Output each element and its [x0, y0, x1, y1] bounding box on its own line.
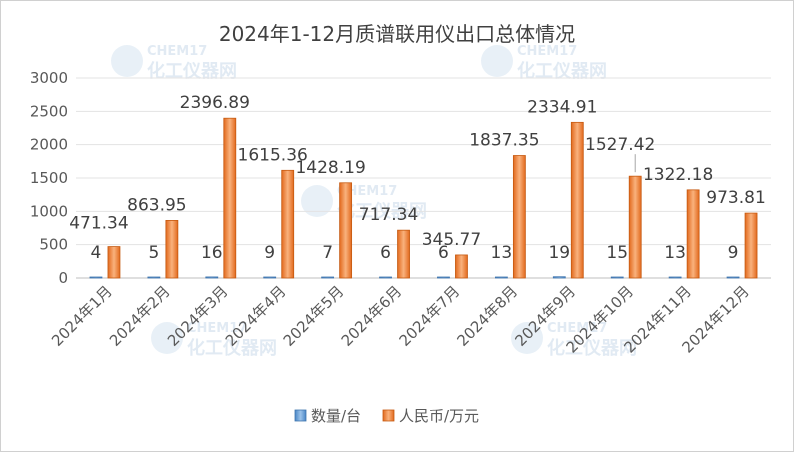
bar-rmb	[397, 229, 410, 279]
bar-quantity	[726, 276, 740, 279]
bar-quantity	[668, 276, 682, 279]
data-label-rmb: 973.81	[706, 188, 765, 208]
data-label-quantity: 5	[148, 243, 159, 263]
data-label-rmb: 1428.19	[295, 158, 365, 178]
watermark-logo-icon	[481, 45, 513, 77]
watermark-logo-icon	[511, 322, 543, 354]
bar-quantity	[205, 276, 219, 279]
data-label-quantity: 6	[380, 243, 391, 263]
data-label-quantity: 4	[91, 243, 102, 263]
bar-rmb	[686, 189, 700, 279]
data-label-quantity: 9	[264, 243, 275, 263]
legend-label: 数量/台	[311, 407, 361, 425]
data-label-quantity: 6	[438, 243, 449, 263]
y-tick-label: 3000	[30, 69, 68, 87]
chart-title: 2024年1-12月质谱联用仪出口总体情况	[219, 22, 575, 46]
watermark-tagline: 化工仪器网	[517, 60, 607, 82]
bar-rmb	[339, 182, 353, 279]
bar-quantity	[263, 276, 277, 279]
bar-quantity	[437, 276, 450, 279]
y-tick-label: 2000	[30, 136, 68, 154]
x-tick-label: 2024年1月	[48, 282, 116, 350]
x-tick-label: 2024年5月	[280, 282, 348, 350]
data-label-quantity: 13	[664, 243, 686, 263]
data-label-quantity: 7	[322, 243, 333, 263]
bar-rmb	[165, 220, 179, 279]
bar-rmb	[512, 155, 526, 279]
legend-label: 人民币/万元	[399, 407, 479, 425]
watermark-brand: CHEM17	[337, 184, 397, 199]
bar-rmb	[281, 169, 295, 279]
watermark-brand: CHEM17	[187, 321, 247, 336]
bar-quantity	[494, 276, 508, 279]
bar-rmb	[107, 246, 121, 279]
data-label-rmb: 863.95	[127, 195, 186, 215]
bar-rmb	[455, 254, 468, 279]
data-label-quantity: 16	[201, 243, 223, 263]
watermark-tagline: 化工仪器网	[187, 337, 277, 359]
watermark-logo-icon	[111, 45, 143, 77]
bar-rmb	[570, 121, 584, 279]
y-tick-label: 500	[39, 236, 68, 254]
y-tick-label: 1500	[30, 169, 68, 187]
bar-quantity	[610, 276, 624, 279]
watermark-logo-icon	[151, 322, 183, 354]
y-tick-label: 0	[58, 269, 68, 287]
watermark-brand: CHEM17	[547, 321, 607, 336]
bar-rmb	[223, 117, 237, 279]
data-label-quantity: 9	[728, 243, 739, 263]
bar-quantity	[552, 276, 566, 279]
data-label-quantity: 19	[548, 243, 570, 263]
x-tick-label: 2024年7月	[396, 282, 464, 350]
bar-quantity	[147, 276, 161, 279]
legend-swatch	[382, 409, 395, 422]
data-label-rmb: 717.34	[359, 205, 418, 225]
data-label-rmb: 1837.35	[469, 131, 539, 151]
bar-quantity	[321, 276, 335, 279]
data-label-rmb: 2396.89	[180, 93, 250, 113]
y-tick-label: 2500	[30, 102, 68, 120]
data-label-rmb: 2334.91	[527, 97, 597, 117]
x-tick-label: 2024年6月	[338, 282, 406, 350]
data-label-rmb: 1615.36	[238, 145, 308, 165]
x-tick-label: 2024年8月	[454, 282, 522, 350]
y-tick-label: 1000	[30, 202, 68, 220]
data-label-rmb: 1527.42	[585, 135, 655, 155]
data-label-rmb: 345.77	[422, 230, 481, 250]
bar-rmb	[628, 175, 642, 279]
data-label-rmb: 471.34	[69, 214, 128, 234]
data-label-rmb: 1322.18	[643, 165, 713, 185]
watermark-brand: CHEM17	[147, 44, 207, 59]
bar-quantity	[379, 276, 392, 279]
legend-swatch	[294, 409, 307, 422]
bar-quantity	[89, 276, 103, 279]
watermark-tagline: 化工仪器网	[547, 337, 637, 359]
watermark-tagline: 化工仪器网	[147, 60, 237, 82]
watermark-brand: CHEM17	[517, 44, 577, 59]
bar-rmb	[744, 212, 758, 279]
data-label-quantity: 15	[606, 243, 628, 263]
data-label-quantity: 13	[491, 243, 513, 263]
watermark-logo-icon	[301, 185, 333, 217]
